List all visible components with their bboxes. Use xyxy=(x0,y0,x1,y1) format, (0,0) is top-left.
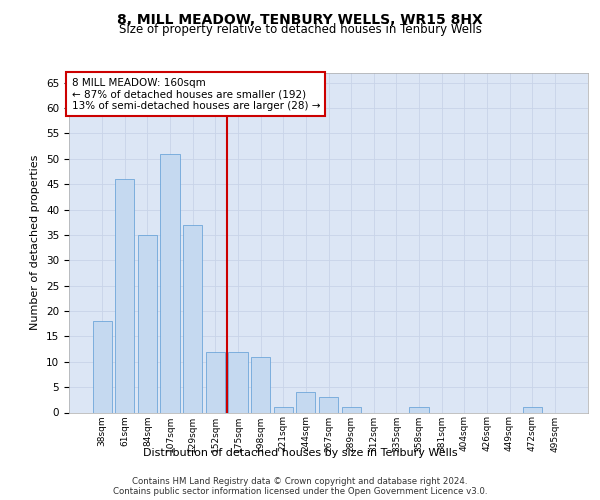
Text: Contains public sector information licensed under the Open Government Licence v3: Contains public sector information licen… xyxy=(113,488,487,496)
Bar xyxy=(206,352,225,412)
Text: Size of property relative to detached houses in Tenbury Wells: Size of property relative to detached ho… xyxy=(119,22,481,36)
Bar xyxy=(115,179,134,412)
Bar xyxy=(296,392,316,412)
Bar xyxy=(138,235,157,412)
Y-axis label: Number of detached properties: Number of detached properties xyxy=(31,155,40,330)
Bar xyxy=(251,356,270,412)
Bar xyxy=(409,408,428,412)
Text: Distribution of detached houses by size in Tenbury Wells: Distribution of detached houses by size … xyxy=(143,448,457,458)
Bar xyxy=(523,408,542,412)
Text: Contains HM Land Registry data © Crown copyright and database right 2024.: Contains HM Land Registry data © Crown c… xyxy=(132,476,468,486)
Bar xyxy=(274,408,293,412)
Text: 8, MILL MEADOW, TENBURY WELLS, WR15 8HX: 8, MILL MEADOW, TENBURY WELLS, WR15 8HX xyxy=(117,12,483,26)
Bar xyxy=(229,352,248,412)
Bar xyxy=(341,408,361,412)
Text: 8 MILL MEADOW: 160sqm
← 87% of detached houses are smaller (192)
13% of semi-det: 8 MILL MEADOW: 160sqm ← 87% of detached … xyxy=(71,78,320,111)
Bar xyxy=(92,321,112,412)
Bar xyxy=(319,398,338,412)
Bar xyxy=(160,154,180,412)
Bar xyxy=(183,224,202,412)
